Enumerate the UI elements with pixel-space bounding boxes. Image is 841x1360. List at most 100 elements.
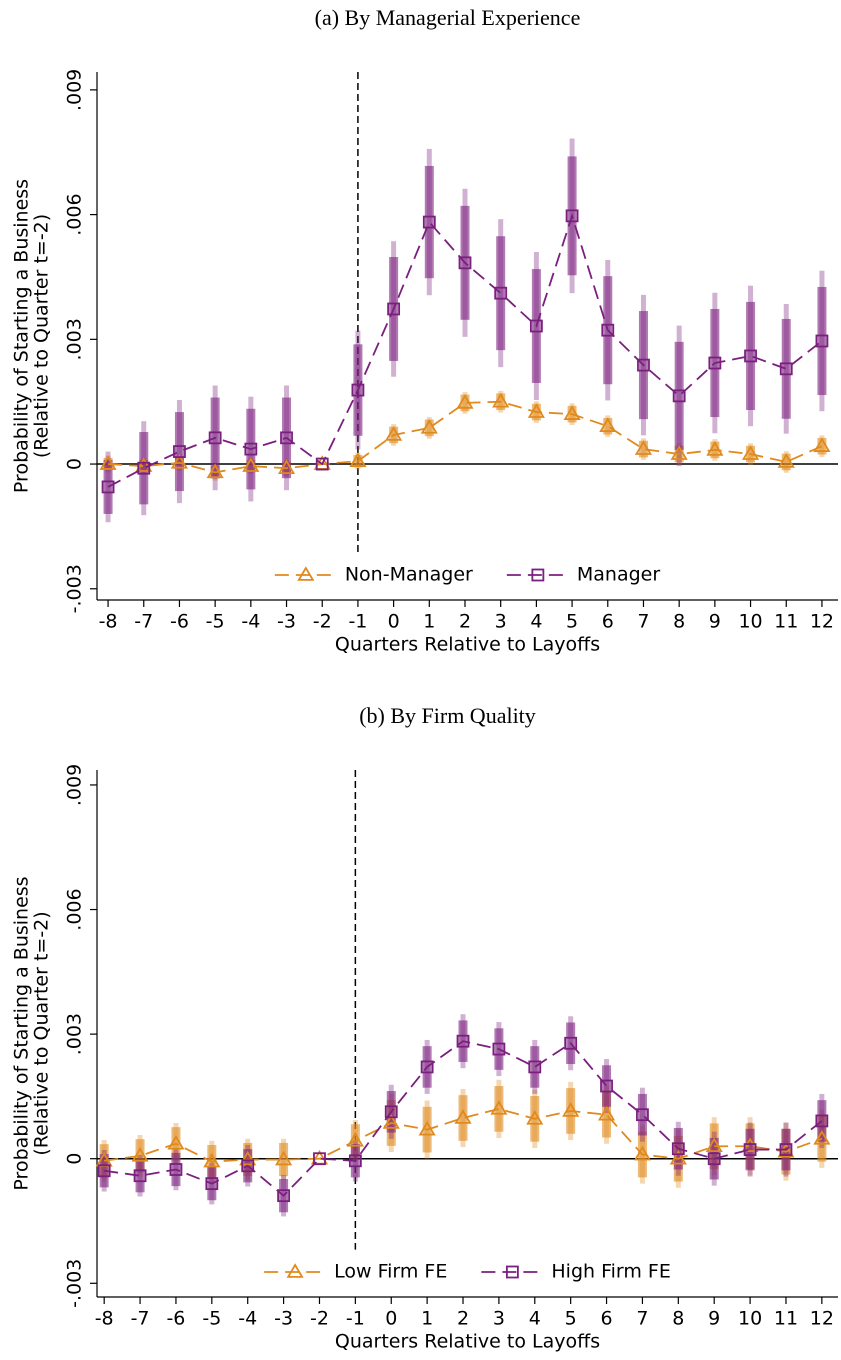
marker [527,403,545,418]
ci-inner [817,286,827,396]
marker [600,1079,613,1093]
y-axis-label: (Relative to Quarter t=-2) [31,214,53,458]
x-tick-label: 9 [708,1308,720,1330]
marker [490,1100,508,1115]
marker [458,256,472,270]
marker [670,445,688,460]
y-tick-label: -.003 [64,1259,86,1308]
y-tick-label: .003 [64,1013,86,1055]
marker [385,426,403,441]
x-tick-label: 8 [673,611,685,633]
ci-inner [424,165,434,279]
marker [741,445,760,460]
x-tick-label: -2 [310,1308,329,1330]
marker [275,1150,293,1166]
legend: Non-Manager Manager [274,564,660,586]
ci-inner [817,1100,827,1142]
marker [494,286,508,300]
series-line [104,1107,823,1163]
marker [135,457,153,472]
x-tick-label: -5 [202,1308,221,1330]
ci-inner [674,341,684,450]
x-tick-label: 10 [738,611,762,633]
marker [672,389,686,403]
marker [526,1110,544,1125]
legend-marker [297,566,315,581]
marker [349,452,367,467]
marker [633,1145,652,1161]
x-tick-label: -4 [241,611,260,633]
marker [708,356,722,370]
marker [387,302,401,316]
legend-label: Non-Manager [345,564,473,586]
marker [241,1159,255,1173]
marker [706,441,724,456]
marker [97,1164,111,1178]
marker [99,455,117,470]
x-tick-label: 11 [774,1308,798,1330]
marker [601,323,615,337]
legend-entry: High Firm FE [481,1261,671,1283]
y-tick-label: -.003 [64,564,86,613]
x-tick-label: 2 [459,611,471,633]
x-tick-label: -4 [238,1308,257,1330]
marker [277,459,296,475]
x-tick-label: 0 [385,1308,397,1330]
chart-title: (b) By Firm Quality [359,703,536,728]
x-tick-label: 3 [493,1308,505,1330]
marker [492,392,510,408]
marker [173,445,186,458]
ci-inner [496,236,506,351]
x-tick-label: -1 [348,611,367,633]
ci-inner [603,417,613,435]
x-tick-label: -3 [274,1308,293,1330]
ci-inner [424,419,434,437]
marker [779,362,793,376]
marker [244,442,258,456]
marker [777,1142,795,1158]
x-tick-label: -8 [95,1308,114,1330]
x-tick-label: 7 [637,611,649,633]
x-tick-label: -7 [134,611,153,633]
ci-inner [174,412,184,492]
ci-inner [746,301,756,411]
x-tick-label: 9 [709,611,721,633]
marker [384,1105,398,1119]
marker [707,1152,721,1166]
y-axis-label: Probability of Starting a Business [11,876,33,1190]
legend: Low Firm FE High Firm FE [264,1261,671,1283]
panel: (a) By Managerial Experience -.003 0 .003 .0… [11,5,838,656]
marker [671,1142,685,1156]
marker [741,1137,759,1153]
marker [170,454,189,469]
ci-inner [637,1093,647,1136]
y-tick-label: .009 [64,764,86,806]
marker [101,480,115,494]
x-tick-label: 8 [672,1308,684,1330]
chart-title: (a) By Managerial Experience [315,5,581,30]
ci-inner [530,1046,540,1088]
marker [242,457,260,472]
x-tick-label: 10 [738,1308,762,1330]
ci-inner [279,1142,289,1177]
marker [637,358,650,372]
marker [779,1143,793,1156]
y-tick-label: 0 [64,1153,86,1165]
x-tick-label: 2 [457,1308,469,1330]
x-tick-label: -1 [346,1308,365,1330]
ci-inner [103,459,113,514]
x-tick-label: 6 [602,611,614,633]
ci-inner [135,1159,145,1193]
marker [565,209,579,223]
marker [167,1134,185,1150]
x-tick-label: 6 [601,1308,613,1330]
marker [208,431,222,445]
y-tick-label: 0 [64,458,86,470]
marker [777,453,795,468]
marker [418,1120,436,1136]
legend-label: High Firm FE [551,1261,671,1283]
legend-marker [286,1263,304,1278]
marker [206,463,224,479]
marker [169,1163,183,1176]
legend-entry: Non-Manager [274,564,473,586]
